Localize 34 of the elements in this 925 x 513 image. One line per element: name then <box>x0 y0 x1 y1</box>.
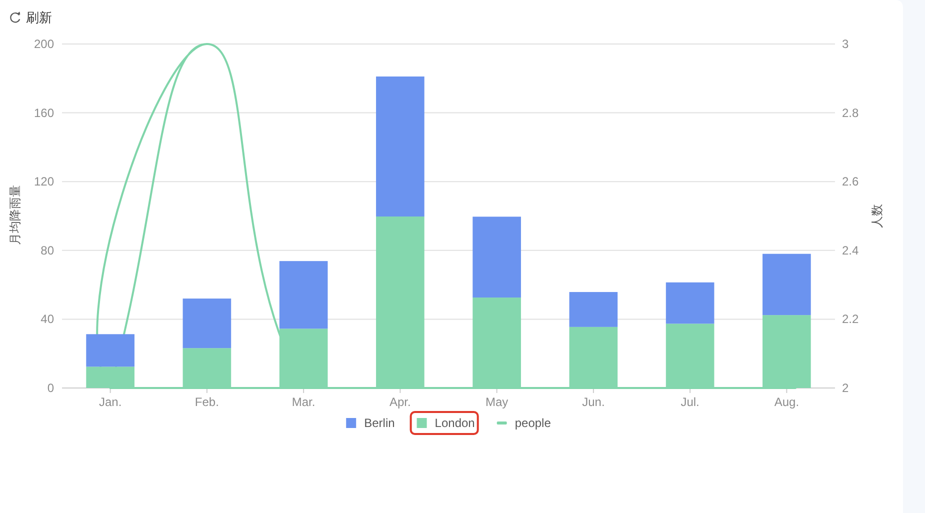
x-tick-label: Mar. <box>292 395 316 409</box>
bar <box>762 254 811 316</box>
legend-label: Berlin <box>364 416 395 430</box>
legend-label: people <box>514 416 552 430</box>
y2-tick-label: 2 <box>842 381 849 395</box>
text: 刷新 <box>26 10 52 25</box>
y-tick-label: 80 <box>40 243 54 258</box>
bar <box>569 292 618 327</box>
y2-tick-label: 3 <box>842 37 849 51</box>
x-tick-label: Feb. <box>194 395 219 409</box>
x-tick-label: Aug. <box>774 395 800 409</box>
bar <box>279 261 328 329</box>
y-tick-label: 40 <box>40 312 54 326</box>
y2-tick-label: 2.2 <box>842 312 860 326</box>
bar <box>182 298 232 348</box>
y2-tick-label: 2.4 <box>842 243 860 258</box>
x-tick-label: Jan. <box>98 395 122 409</box>
y-tick-label: 0 <box>47 381 54 395</box>
y-tick-label: 120 <box>34 174 54 189</box>
x-tick-label: Jul. <box>680 395 700 409</box>
y-tick-label: 200 <box>34 37 54 51</box>
y2-tick-label: 2.8 <box>842 106 860 120</box>
x-tick-label: May <box>485 395 508 409</box>
bar <box>666 282 714 324</box>
legend-label: London <box>434 416 475 430</box>
bar <box>472 216 521 298</box>
x-tick-label: Jun. <box>582 395 605 409</box>
y-axis-title: 月均降雨量 <box>8 185 22 245</box>
y2-axis-title: 人数 <box>870 204 884 228</box>
x-tick-label: Apr. <box>390 395 411 409</box>
y-tick-label: 160 <box>34 106 54 120</box>
bar <box>86 334 134 367</box>
bar <box>376 76 424 217</box>
y2-tick-label: 2.6 <box>842 174 860 189</box>
